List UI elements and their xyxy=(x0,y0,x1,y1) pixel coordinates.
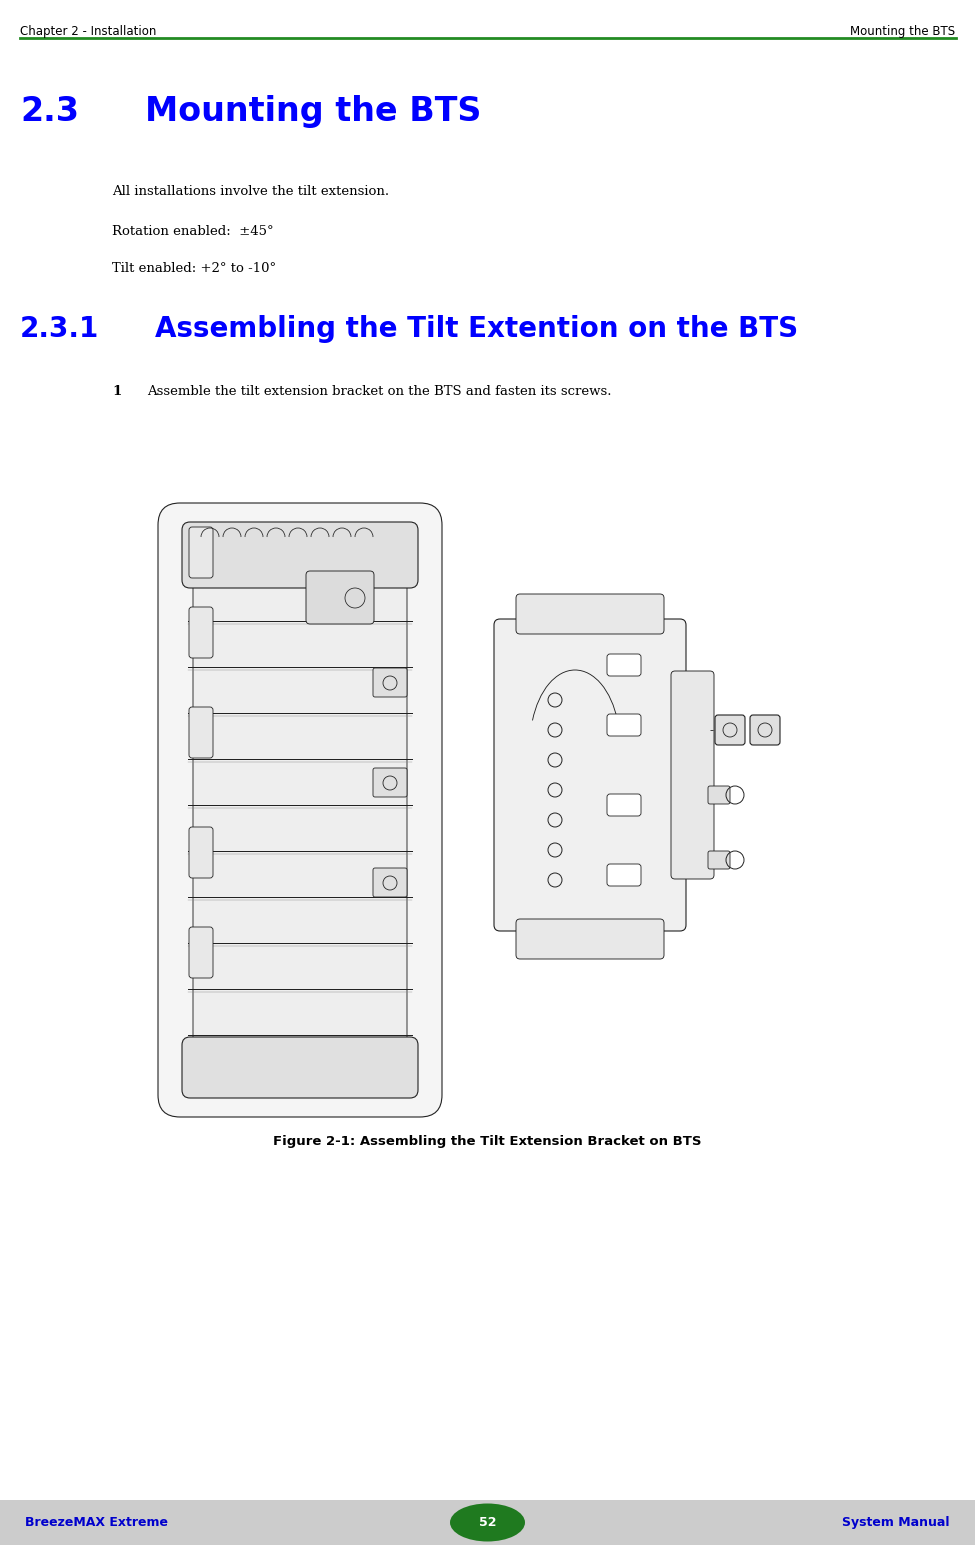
FancyBboxPatch shape xyxy=(671,671,714,879)
Text: Assembling the Tilt Extention on the BTS: Assembling the Tilt Extention on the BTS xyxy=(155,315,799,343)
Text: 2.3.1: 2.3.1 xyxy=(20,315,99,343)
FancyBboxPatch shape xyxy=(182,1037,418,1098)
Text: Tilt enabled: +2° to -10°: Tilt enabled: +2° to -10° xyxy=(112,263,276,275)
FancyBboxPatch shape xyxy=(373,768,407,797)
FancyBboxPatch shape xyxy=(182,522,418,589)
Text: 52: 52 xyxy=(479,1516,496,1530)
FancyBboxPatch shape xyxy=(607,654,641,677)
FancyBboxPatch shape xyxy=(516,919,664,959)
FancyBboxPatch shape xyxy=(189,927,213,978)
FancyBboxPatch shape xyxy=(189,708,213,759)
FancyBboxPatch shape xyxy=(158,504,442,1117)
FancyBboxPatch shape xyxy=(373,868,407,898)
Text: BreezeMAX Extreme: BreezeMAX Extreme xyxy=(25,1516,168,1530)
FancyBboxPatch shape xyxy=(750,715,780,745)
FancyBboxPatch shape xyxy=(189,607,213,658)
Text: Mounting the BTS: Mounting the BTS xyxy=(145,94,482,128)
FancyBboxPatch shape xyxy=(494,620,686,932)
Ellipse shape xyxy=(450,1503,525,1542)
Text: Chapter 2 - Installation: Chapter 2 - Installation xyxy=(20,25,156,39)
Text: System Manual: System Manual xyxy=(842,1516,950,1530)
FancyBboxPatch shape xyxy=(373,667,407,697)
FancyBboxPatch shape xyxy=(607,864,641,885)
Text: 2.3: 2.3 xyxy=(20,94,79,128)
Text: Assemble the tilt extension bracket on the BTS and fasten its screws.: Assemble the tilt extension bracket on t… xyxy=(147,385,611,399)
Text: All installations involve the tilt extension.: All installations involve the tilt exten… xyxy=(112,185,389,198)
FancyBboxPatch shape xyxy=(607,794,641,816)
Bar xyxy=(0,1500,975,1545)
FancyBboxPatch shape xyxy=(306,572,374,624)
FancyBboxPatch shape xyxy=(516,593,664,633)
Text: Mounting the BTS: Mounting the BTS xyxy=(850,25,955,39)
Text: 1: 1 xyxy=(112,385,121,399)
FancyBboxPatch shape xyxy=(193,573,407,1068)
Text: Rotation enabled:  ±45°: Rotation enabled: ±45° xyxy=(112,226,274,238)
FancyBboxPatch shape xyxy=(607,714,641,735)
FancyBboxPatch shape xyxy=(189,827,213,878)
FancyBboxPatch shape xyxy=(708,786,730,803)
FancyBboxPatch shape xyxy=(189,527,213,578)
FancyBboxPatch shape xyxy=(715,715,745,745)
FancyBboxPatch shape xyxy=(708,851,730,868)
Text: Figure 2-1: Assembling the Tilt Extension Bracket on BTS: Figure 2-1: Assembling the Tilt Extensio… xyxy=(273,1136,702,1148)
